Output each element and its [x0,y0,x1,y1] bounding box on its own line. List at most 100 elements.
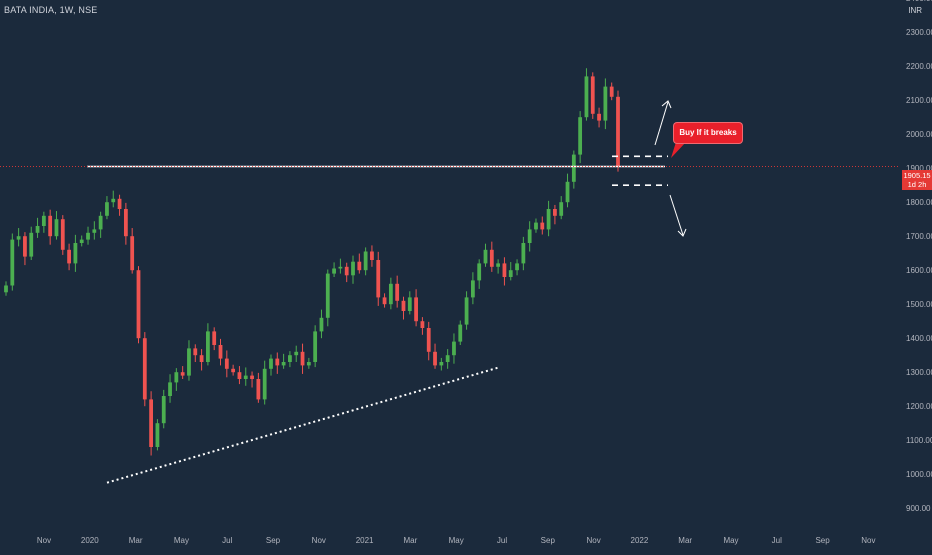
x-tick-label: May [723,536,738,545]
candle-body [29,232,34,257]
candle-body [54,219,59,237]
candle-body [357,261,362,271]
candle-body [319,317,324,332]
candle-body [578,117,583,155]
candle-body [445,355,450,362]
candle-body [559,202,564,216]
candle-body [16,236,21,240]
candle-body [584,76,589,118]
candle-body [92,229,97,233]
candle-body [414,297,418,322]
candle-body [338,266,343,269]
candle-body [4,285,8,293]
down-arrow-head [677,228,687,237]
x-tick-label: Sep [266,536,281,545]
candle-body [294,351,299,356]
currency-label: INR [908,6,922,15]
symbol-title: BATA INDIA, 1W, NSE [4,5,98,15]
x-tick-label: Nov [861,536,875,545]
candle-body [458,324,463,342]
candle-body [262,368,267,400]
candle-body [180,372,185,376]
candle-body [174,372,179,383]
candle-body [250,375,254,379]
x-tick-label: May [449,536,464,545]
candle-body [41,215,46,226]
candle-body [433,351,437,366]
candle-body [344,266,349,276]
candle-body [35,226,40,233]
candle-body [426,328,431,352]
candle-body [502,263,507,277]
x-tick-label: 2021 [356,536,374,545]
candle-body [508,270,513,277]
down-arrow-shaft [669,194,684,236]
candle-body [420,321,425,328]
candle-body [470,280,475,298]
x-tick-label: 2022 [631,536,649,545]
x-tick-label: Mar [404,536,418,545]
candle-body [73,243,78,264]
candle-body [218,345,223,359]
candle-body [86,232,90,240]
candle-body [496,263,501,267]
candle-body [306,362,311,366]
candle-body [376,260,381,298]
y-tick-label: 1400.00 [906,334,932,343]
candle-body [546,209,551,230]
x-tick-label: May [174,536,189,545]
candle-body [123,209,128,237]
candle-body [136,270,141,339]
candle-body [288,355,292,362]
candle-body [212,331,217,345]
candle-body [111,198,116,203]
candle-body [534,222,538,230]
candle-body [48,215,53,237]
candle-body [540,222,545,230]
candle-body [269,358,273,369]
y-tick-label: 1800.00 [906,198,932,207]
up-arrow-head [661,100,672,109]
candle-body [206,331,210,362]
candle-body [407,297,412,311]
y-tick-label: 2300.00 [906,28,932,37]
candle-body [489,249,494,267]
candle-body [187,348,191,376]
candle-body [351,261,355,276]
x-tick-label: Jul [222,536,232,545]
candle-body [370,251,374,260]
candle-body [527,229,532,243]
up-arrow-shaft [654,101,669,146]
y-tick-label: 2400.00 [906,0,932,3]
candle-body [117,198,122,209]
candle-body [388,283,393,305]
candle-body [161,396,166,424]
candle-body [395,283,400,301]
x-tick-label: Sep [815,536,830,545]
x-tick-label: Sep [541,536,556,545]
candle-body [23,236,27,257]
candle-body [281,362,286,366]
x-tick-label: Nov [37,536,51,545]
candle-body [363,251,368,271]
buy-callout[interactable]: Buy If it breaks [673,122,743,144]
candle-body [382,297,387,305]
candle-body [603,86,608,121]
x-tick-label: Jul [497,536,507,545]
support-trendline [106,366,501,484]
candle-body [275,358,280,366]
y-tick-label: 2000.00 [906,130,932,139]
candle-body [609,86,614,97]
x-tick-label: Nov [312,536,326,545]
y-tick-label: 1100.00 [906,436,932,445]
y-tick-label: 1200.00 [906,402,932,411]
candle-body [10,239,15,286]
y-tick-label: 1300.00 [906,368,932,377]
candle-body [224,358,229,369]
candle-body [243,375,248,379]
candle-body [130,236,135,271]
candle-body [616,96,620,167]
y-tick-label: 1500.00 [906,300,932,309]
